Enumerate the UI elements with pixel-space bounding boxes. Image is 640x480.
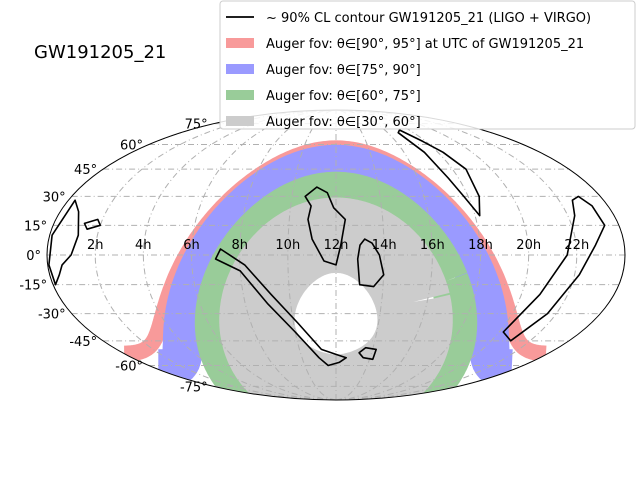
contour-region bbox=[358, 346, 377, 361]
ra-tick-label: 14h bbox=[372, 238, 397, 253]
legend-swatch bbox=[226, 90, 254, 100]
legend-frame bbox=[219, 0, 636, 130]
dec-tick-labels: 75° 60° 45° 30° 15° 0° -15° -30°-45° -60° -75° bbox=[19, 118, 207, 396]
ra-tick-label: 4h bbox=[135, 238, 152, 253]
legend-label: ~ 90% CL contour GW191205_21 (LIGO + VIR… bbox=[266, 11, 591, 26]
ra-tick-label: 16h bbox=[420, 238, 445, 253]
legend-swatch bbox=[226, 38, 254, 48]
ra-tick-label: 10h bbox=[275, 238, 300, 253]
fov-band bbox=[194, 171, 478, 400]
legend-label: Auger fov: θ∈[90°, 95°] at UTC of GW1912… bbox=[266, 37, 584, 52]
legend-label: Auger fov: θ∈[60°, 75°] bbox=[266, 89, 421, 104]
meridian-line bbox=[335, 110, 433, 400]
gw-contours bbox=[48, 129, 606, 367]
meridian-line bbox=[287, 110, 337, 400]
contour-region bbox=[83, 218, 102, 230]
dec-tick-label: 0° bbox=[26, 249, 41, 264]
dec-tick-label: 45° bbox=[74, 163, 97, 178]
contour-region bbox=[397, 129, 481, 217]
ra-tick-label: 12h bbox=[324, 238, 349, 253]
meridian-line bbox=[142, 110, 337, 400]
ra-tick-label: 6h bbox=[183, 238, 200, 253]
dec-tick-label: -15° bbox=[19, 279, 47, 294]
dec-tick-label: 15° bbox=[24, 219, 47, 234]
legend-label: Auger fov: θ∈[75°, 90°] bbox=[266, 63, 421, 78]
dec-tick-label: -45° bbox=[69, 335, 97, 350]
legend-label: Auger fov: θ∈[30°, 60°] bbox=[266, 115, 421, 130]
dec-tick-label: 75° bbox=[185, 118, 208, 133]
fov-band bbox=[219, 197, 453, 400]
plot-area: 2h 4h 6h 8h 10h 12h 14h 16h 18h 20h 22h 75° 60° 45° 3… bbox=[19, 109, 626, 401]
legend-swatch bbox=[226, 116, 254, 126]
ra-tick-label: 8h bbox=[231, 238, 248, 253]
ra-tick-label: 20h bbox=[516, 238, 541, 253]
ra-tick-label: 2h bbox=[87, 238, 104, 253]
contour-region bbox=[356, 238, 385, 288]
dec-tick-label: -75° bbox=[180, 380, 208, 395]
chart-title: GW191205_21 bbox=[34, 42, 166, 63]
dec-tick-label: 60° bbox=[120, 139, 143, 154]
ra-tick-labels: 2h 4h 6h 8h 10h 12h 14h 16h 18h 20h 22h bbox=[87, 238, 589, 253]
ra-tick-label: 22h bbox=[564, 238, 589, 253]
contour-region bbox=[502, 195, 606, 342]
contour-region bbox=[304, 186, 347, 266]
meridian-line bbox=[239, 110, 337, 400]
legend: ~ 90% CL contour GW191205_21 (LIGO + VIR… bbox=[219, 0, 636, 130]
dec-tick-label: -30° bbox=[38, 308, 66, 323]
dec-tick-label: 30° bbox=[43, 190, 66, 205]
dec-tick-label: -60° bbox=[115, 360, 143, 375]
contour-region bbox=[48, 199, 80, 286]
meridian-line bbox=[335, 110, 385, 400]
contour-region bbox=[214, 248, 347, 367]
ra-tick-label: 18h bbox=[468, 238, 493, 253]
meridian-line bbox=[335, 110, 530, 400]
legend-swatch bbox=[226, 64, 254, 74]
